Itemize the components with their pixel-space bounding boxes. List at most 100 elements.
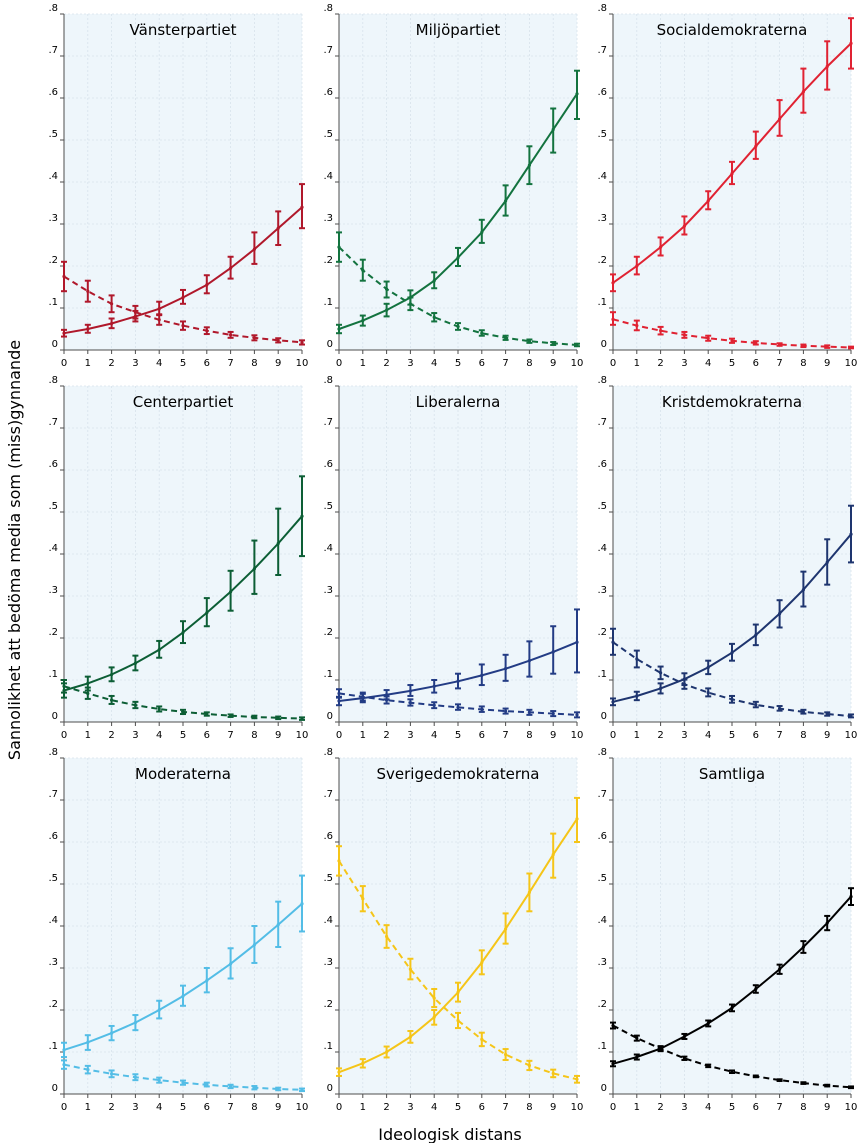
x-tick-label: 4 <box>431 730 437 741</box>
x-tick-label: 5 <box>455 730 461 741</box>
data-point <box>385 308 389 312</box>
data-point <box>849 345 853 350</box>
x-tick-label: 4 <box>431 358 437 369</box>
x-tick-label: 4 <box>705 1102 711 1113</box>
data-point <box>157 648 161 652</box>
data-point <box>849 532 853 536</box>
x-tick-label: 2 <box>657 730 663 741</box>
data-point <box>62 274 66 279</box>
data-point <box>730 1006 734 1010</box>
data-point <box>385 287 389 291</box>
data-point <box>205 712 209 716</box>
x-tick-label: 10 <box>296 358 309 369</box>
x-tick-label: 3 <box>681 358 687 369</box>
data-point <box>62 1063 66 1067</box>
chart-panel: 0 .1 .2 .3 .4 .5 .6 .7 .8 0 1 2 3 4 5 6 7 8 9 10 Socialdemok… <box>597 3 857 369</box>
data-point <box>801 1081 806 1085</box>
x-tick-label: 6 <box>753 1102 759 1113</box>
dashed-series <box>336 231 580 348</box>
x-tick-label: 3 <box>681 1102 687 1113</box>
data-point <box>849 1085 853 1089</box>
data-point <box>480 230 484 234</box>
x-tick-label: 9 <box>550 730 556 741</box>
y-tick-label: .1 <box>323 1041 333 1052</box>
panel-title: Liberalerna <box>416 393 501 411</box>
data-point <box>754 987 758 991</box>
y-tick-label: 0 <box>327 1083 333 1094</box>
y-tick-label: .6 <box>597 87 607 98</box>
y-tick-label: .4 <box>48 915 58 926</box>
x-tick-label: 7 <box>227 730 233 741</box>
data-point <box>504 1052 508 1057</box>
data-point <box>432 1015 436 1019</box>
chart-panel: 0 .1 .2 .3 .4 .5 .6 .7 .8 0 1 2 3 4 5 6 7 8 9 10 Moderaterna <box>48 747 308 1113</box>
series-line <box>338 860 578 1081</box>
x-tick-label: 5 <box>729 358 735 369</box>
error-bar <box>275 507 282 576</box>
y-tick-label: .2 <box>597 627 607 638</box>
y-tick-label: .5 <box>323 501 333 512</box>
data-point <box>456 324 460 329</box>
data-point <box>551 712 555 716</box>
data-point <box>659 671 663 675</box>
data-point <box>408 1035 412 1039</box>
data-point <box>635 1036 639 1040</box>
y-tick-label: .5 <box>597 501 607 512</box>
panel-grid: 0.1.2.3.4.5.6.7.80 1 2 3 4 5 6 7 8 9 10Vänsterpart… <box>48 3 857 1113</box>
data-point <box>611 700 615 704</box>
y-tick-label: .3 <box>597 213 607 224</box>
data-point <box>205 329 209 333</box>
data-point <box>778 1078 782 1082</box>
x-tick-label: 4 <box>705 358 711 369</box>
data-point <box>86 1040 90 1044</box>
x-tick-label: 0 <box>336 1102 342 1113</box>
y-tick-label: .1 <box>48 669 58 680</box>
data-point <box>229 962 233 966</box>
data-point <box>527 890 532 895</box>
y-tick-label: .4 <box>597 171 607 182</box>
panel-title: Vänsterpartiet <box>130 21 237 39</box>
data-point <box>205 611 209 615</box>
data-point <box>337 245 341 249</box>
data-point <box>575 92 579 96</box>
x-tick-label: 6 <box>204 730 210 741</box>
data-point <box>825 921 829 925</box>
data-point <box>456 256 460 260</box>
y-tick-label: 0 <box>601 339 607 350</box>
x-tick-label: 9 <box>275 358 281 369</box>
y-tick-label: .4 <box>48 171 58 182</box>
series-line <box>612 1024 852 1089</box>
data-point <box>778 967 782 971</box>
data-point <box>849 41 853 46</box>
x-tick-label: 4 <box>431 1102 437 1113</box>
x-tick-label: 2 <box>383 358 389 369</box>
x-tick-label: 6 <box>479 358 485 369</box>
y-tick-label: .8 <box>48 375 58 386</box>
data-point <box>300 717 304 721</box>
data-point <box>611 281 615 285</box>
data-point <box>385 698 389 702</box>
solid-series <box>610 17 854 293</box>
x-axis-title: Ideologisk distans <box>378 1125 522 1143</box>
data-point <box>181 630 185 635</box>
x-tick-label: 1 <box>360 1102 366 1113</box>
data-point <box>849 895 853 899</box>
data-point <box>110 1031 114 1035</box>
data-point <box>361 268 365 272</box>
x-tick-label: 4 <box>156 1102 162 1113</box>
data-point <box>611 1062 615 1066</box>
data-point <box>504 927 508 931</box>
x-tick-label: 8 <box>251 358 257 369</box>
data-point <box>456 990 460 994</box>
y-tick-label: .3 <box>323 213 333 224</box>
data-point <box>682 333 687 337</box>
y-tick-label: .6 <box>323 459 333 470</box>
data-point <box>157 707 161 711</box>
y-tick-label: .2 <box>597 255 607 266</box>
x-tick-label: 10 <box>571 730 584 741</box>
data-point <box>252 567 256 571</box>
data-point <box>432 279 436 283</box>
x-tick-label: 5 <box>729 730 735 741</box>
data-point <box>300 340 304 345</box>
data-point <box>361 695 365 699</box>
